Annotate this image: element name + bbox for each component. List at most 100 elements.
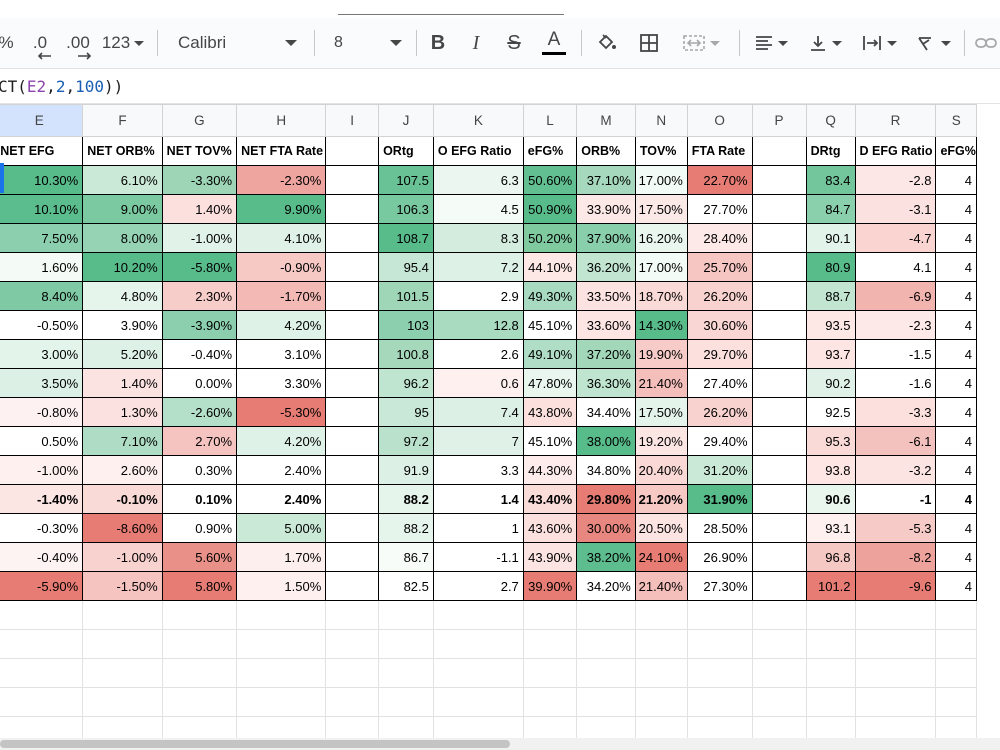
column-header-h[interactable]: H <box>236 104 327 137</box>
empty-cell[interactable] <box>751 600 807 630</box>
empty-cell[interactable] <box>0 600 84 630</box>
data-cell[interactable]: 4 <box>935 281 977 311</box>
vertical-align-dropdown[interactable] <box>802 18 848 68</box>
data-cell[interactable]: 4.10% <box>236 223 327 253</box>
data-cell[interactable]: -4.7 <box>854 223 937 253</box>
data-cell[interactable]: 4 <box>935 252 977 282</box>
merge-cells-button[interactable] <box>672 18 730 68</box>
header-cell[interactable]: NET EFG <box>0 136 84 166</box>
data-cell[interactable]: 88.2 <box>378 484 434 514</box>
empty-cell[interactable] <box>751 513 807 543</box>
format-percent-button[interactable]: % <box>0 18 14 68</box>
data-cell[interactable]: -2.30% <box>236 165 327 195</box>
data-cell[interactable]: 4.20% <box>236 310 327 340</box>
data-cell[interactable]: 5.60% <box>161 542 238 572</box>
empty-cell[interactable] <box>378 629 434 659</box>
data-cell[interactable]: 21.40% <box>634 571 688 601</box>
data-cell[interactable]: 2.30% <box>161 281 238 311</box>
empty-cell[interactable] <box>0 687 84 717</box>
data-cell[interactable]: 6.10% <box>82 165 163 195</box>
empty-cell[interactable] <box>751 484 807 514</box>
empty-cell[interactable] <box>325 455 380 485</box>
data-cell[interactable]: -0.10% <box>82 484 163 514</box>
horizontal-align-dropdown[interactable] <box>748 18 794 68</box>
decrease-decimal-button[interactable]: .0 <box>26 18 54 68</box>
data-cell[interactable]: 7.50% <box>0 223 84 253</box>
column-header-o[interactable]: O <box>686 104 753 137</box>
empty-cell[interactable] <box>325 252 380 282</box>
data-cell[interactable]: 4 <box>935 223 977 253</box>
data-cell[interactable]: 4 <box>935 310 977 340</box>
data-cell[interactable]: -0.80% <box>0 397 84 427</box>
empty-cell[interactable] <box>378 600 434 630</box>
empty-cell[interactable] <box>634 658 688 688</box>
empty-cell[interactable] <box>325 426 380 456</box>
data-cell[interactable]: 1 <box>432 513 524 543</box>
data-cell[interactable]: 37.90% <box>576 223 636 253</box>
data-cell[interactable]: 93.7 <box>805 339 856 369</box>
empty-cell[interactable] <box>751 426 807 456</box>
data-cell[interactable]: 34.40% <box>576 397 636 427</box>
data-cell[interactable]: 86.7 <box>378 542 434 572</box>
data-cell[interactable]: 31.20% <box>686 455 753 485</box>
data-cell[interactable]: 29.80% <box>576 484 636 514</box>
data-cell[interactable]: 43.40% <box>522 484 578 514</box>
empty-cell[interactable] <box>751 368 807 398</box>
data-cell[interactable]: 34.20% <box>576 571 636 601</box>
data-cell[interactable]: 28.50% <box>686 513 753 543</box>
bold-button[interactable]: B <box>424 18 452 68</box>
header-cell[interactable]: FTA Rate <box>686 136 753 166</box>
data-cell[interactable]: 31.90% <box>686 484 753 514</box>
data-cell[interactable]: 36.30% <box>576 368 636 398</box>
empty-cell[interactable] <box>576 600 636 630</box>
empty-cell[interactable] <box>82 687 163 717</box>
column-header-k[interactable]: K <box>432 104 524 137</box>
empty-cell[interactable] <box>751 629 807 659</box>
header-cell[interactable]: TOV% <box>634 136 688 166</box>
data-cell[interactable]: -0.30% <box>0 513 84 543</box>
empty-cell[interactable] <box>935 629 977 659</box>
data-cell[interactable]: 90.6 <box>805 484 856 514</box>
data-cell[interactable]: 33.50% <box>576 281 636 311</box>
data-cell[interactable]: -3.30% <box>161 165 238 195</box>
data-cell[interactable]: 26.20% <box>686 281 753 311</box>
data-cell[interactable]: 4 <box>935 426 977 456</box>
font-size-dropdown[interactable]: 8 <box>326 18 406 68</box>
data-cell[interactable]: 3.50% <box>0 368 84 398</box>
data-cell[interactable]: 17.00% <box>634 165 688 195</box>
data-cell[interactable]: -0.40% <box>0 542 84 572</box>
header-cell[interactable]: NET ORB% <box>82 136 163 166</box>
data-cell[interactable]: -0.90% <box>236 252 327 282</box>
header-cell[interactable]: NET TOV% <box>161 136 238 166</box>
data-cell[interactable]: 5.80% <box>161 571 238 601</box>
data-cell[interactable]: 33.90% <box>576 194 636 224</box>
data-cell[interactable]: 91.9 <box>378 455 434 485</box>
empty-cell[interactable] <box>522 658 578 688</box>
data-cell[interactable]: 43.90% <box>522 542 578 572</box>
data-cell[interactable]: 25.70% <box>686 252 753 282</box>
data-cell[interactable]: 6.3 <box>432 165 524 195</box>
empty-cell[interactable] <box>854 600 937 630</box>
data-cell[interactable]: -1.00% <box>0 455 84 485</box>
data-cell[interactable]: 44.10% <box>522 252 578 282</box>
data-cell[interactable]: 8.00% <box>82 223 163 253</box>
empty-cell[interactable] <box>325 600 380 630</box>
data-cell[interactable]: 45.10% <box>522 426 578 456</box>
empty-cell[interactable] <box>325 165 380 195</box>
empty-cell[interactable] <box>522 687 578 717</box>
data-cell[interactable]: -9.6 <box>854 571 937 601</box>
data-cell[interactable]: 83.4 <box>805 165 856 195</box>
data-cell[interactable]: 0.50% <box>0 426 84 456</box>
data-cell[interactable]: 2.9 <box>432 281 524 311</box>
empty-cell[interactable] <box>634 600 688 630</box>
empty-cell[interactable] <box>805 687 856 717</box>
data-cell[interactable]: 1.4 <box>432 484 524 514</box>
data-cell[interactable]: -3.3 <box>854 397 937 427</box>
data-cell[interactable]: 2.70% <box>161 426 238 456</box>
empty-cell[interactable] <box>236 629 327 659</box>
data-cell[interactable]: 0.00% <box>161 368 238 398</box>
empty-cell[interactable] <box>686 600 753 630</box>
data-cell[interactable]: -6.9 <box>854 281 937 311</box>
data-cell[interactable]: 3.30% <box>236 368 327 398</box>
